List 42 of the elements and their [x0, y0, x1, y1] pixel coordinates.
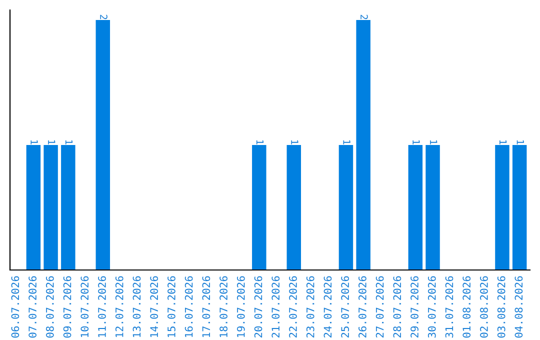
- data-label: 1: [48, 140, 56, 144]
- x-tick-label: 14.07.2026: [150, 276, 158, 338]
- data-label: 1: [291, 140, 298, 144]
- x-tick-label: 11.07.2026: [98, 276, 106, 338]
- x-tick-label: 17.07.2026: [202, 276, 210, 338]
- data-label: 2: [360, 14, 368, 20]
- data-label: 1: [65, 140, 73, 144]
- x-tick-label: 31.07.2026: [445, 276, 454, 338]
- x-tick-label: 22.07.2026: [289, 276, 297, 338]
- x-tick-label: 12.07.2026: [115, 276, 124, 338]
- data-label: 1: [412, 140, 420, 144]
- x-tick-label: 20.07.2026: [254, 276, 262, 338]
- x-tick-label: 15.07.2026: [168, 276, 176, 338]
- x-tick-label: 13.07.2026: [132, 276, 141, 338]
- x-tick-label: 25.07.2026: [341, 276, 350, 338]
- x-tick-label: 01.08.2026: [462, 276, 471, 338]
- x-tick-label: 30.07.2026: [428, 276, 436, 338]
- x-tick-label: 04.08.2026: [514, 276, 523, 338]
- x-tick-label: 02.08.2026: [480, 276, 488, 338]
- x-tick-label: 21.07.2026: [272, 276, 280, 338]
- data-label: 1: [430, 140, 438, 144]
- x-tick-label: 27.07.2026: [376, 276, 384, 338]
- x-tick-label: 07.07.2026: [28, 276, 36, 338]
- x-tick-label: 24.07.2026: [324, 276, 332, 338]
- x-tick-label: 09.07.2026: [63, 276, 72, 338]
- x-tick-label: 23.07.2026: [306, 276, 314, 338]
- data-label: 1: [256, 140, 264, 144]
- x-tick-label: 26.07.2026: [358, 276, 366, 338]
- x-tick-label: 28.07.2026: [393, 276, 402, 338]
- x-tick-label: 19.07.2026: [236, 276, 245, 338]
- x-tick-label: 29.07.2026: [410, 276, 418, 338]
- x-tick-label: 10.07.2026: [80, 276, 89, 338]
- data-label: 1: [343, 140, 350, 144]
- data-label: 2: [100, 14, 108, 20]
- x-tick-label: 08.07.2026: [46, 276, 54, 338]
- x-tick-label: 18.07.2026: [220, 276, 228, 338]
- x-tick-label: 03.08.2026: [497, 276, 506, 338]
- x-tick-label: 06.07.2026: [11, 276, 20, 338]
- data-label: 1: [30, 140, 38, 144]
- data-label: 1: [500, 140, 507, 144]
- data-label: 1: [516, 140, 524, 144]
- x-tick-label: 16.07.2026: [184, 276, 193, 338]
